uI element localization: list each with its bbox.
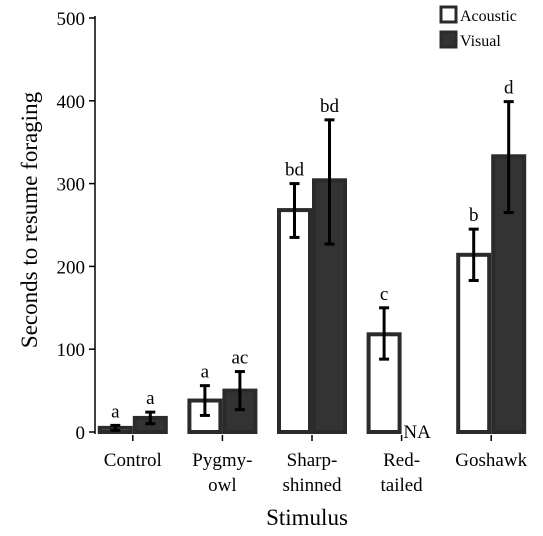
sig-label: d: [504, 78, 514, 99]
y-tick-label: 0: [76, 423, 86, 444]
sig-label: c: [380, 284, 388, 305]
x-tick-label: Sharp-: [287, 450, 338, 471]
legend: Acoustic Visual: [439, 5, 517, 50]
y-axis-title: Seconds to resume foraging: [17, 91, 42, 348]
legend-swatch-acoustic: [439, 5, 458, 24]
x-axis-title: Stimulus: [266, 505, 348, 530]
error-bars: [110, 100, 514, 432]
x-tick-label: Red-: [383, 450, 420, 471]
y-tick-label: 300: [57, 175, 86, 196]
x-tick-label: owl: [208, 475, 237, 496]
y-tick-label: 200: [57, 257, 86, 278]
sig-label: a: [201, 362, 210, 383]
bar: [277, 208, 312, 434]
sig-label: b: [469, 205, 479, 226]
legend-label-acoustic: Acoustic: [460, 8, 517, 25]
sig-label: a: [111, 401, 120, 422]
sig-label: a: [146, 388, 155, 409]
y-tick-label: 400: [57, 92, 86, 113]
x-tick-label: tailed: [380, 475, 423, 496]
y-tick-label: 500: [57, 9, 86, 30]
sig-label: ac: [231, 348, 248, 369]
bars: [97, 154, 527, 435]
y-axis: 0 100 200 300 400 500: [57, 9, 96, 444]
x-tick-label: Control: [104, 450, 162, 471]
x-tick-label: shinned: [282, 475, 342, 496]
x-tick-label: Goshawk: [455, 450, 527, 471]
sig-label: NA: [403, 422, 431, 443]
y-tick-label: 100: [57, 340, 86, 361]
legend-swatch-visual: [439, 30, 458, 49]
x-tick-label: Pygmy-: [192, 450, 252, 471]
sig-label: bd: [285, 160, 305, 181]
x-axis: Control Pygmy-owl Sharp-shinned Red-tailed G…: [104, 435, 528, 496]
sig-label: bd: [320, 96, 340, 117]
legend-label-visual: Visual: [460, 33, 501, 50]
